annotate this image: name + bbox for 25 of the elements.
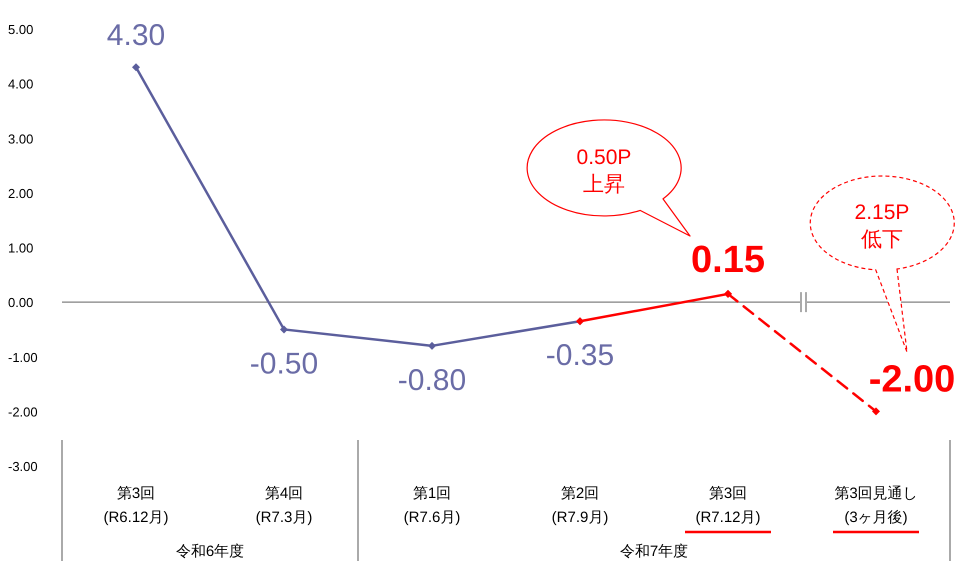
data-label: 0.15 <box>691 238 765 281</box>
x-tick-label: 第3回 (R6.12月) <box>103 485 169 526</box>
y-tick-label: -1.00 <box>8 350 38 365</box>
data-label: -2.00 <box>868 358 956 400</box>
x-tick-label: 第3回 (R7.12月) <box>695 485 761 526</box>
text: 令和7年度 <box>620 543 688 560</box>
y-tick-label: 0.00 <box>8 295 34 310</box>
data-label: -0.50 <box>250 347 318 380</box>
annotation: 0.50P 上昇 <box>576 146 632 196</box>
y-tick-label: 2.00 <box>8 186 34 201</box>
x-tick-label: 第2回 (R7.9月) <box>552 485 608 526</box>
y-tick-label: 4.00 <box>8 76 34 92</box>
y-tick-label: -3.00 <box>8 459 38 474</box>
x-tick-label: 第3回見通し (3ヶ月後) <box>834 485 918 526</box>
x-tick-label: 第4回 (R7.3月) <box>256 485 312 526</box>
data-label: 4.30 <box>106 19 166 52</box>
y-tick-label: -2.00 <box>8 404 38 420</box>
data-label: -0.35 <box>546 339 614 372</box>
annotation: 2.15P 低下 <box>854 201 910 251</box>
y-tick-label: 1.00 <box>8 240 34 256</box>
y-tick-label: 5.00 <box>8 22 34 37</box>
x-tick-label: 第1回 (R7.6月) <box>404 485 460 526</box>
data-label: -0.80 <box>398 364 466 397</box>
y-tick-label: 3.00 <box>8 131 34 146</box>
text: 令和6年度 <box>176 543 244 560</box>
